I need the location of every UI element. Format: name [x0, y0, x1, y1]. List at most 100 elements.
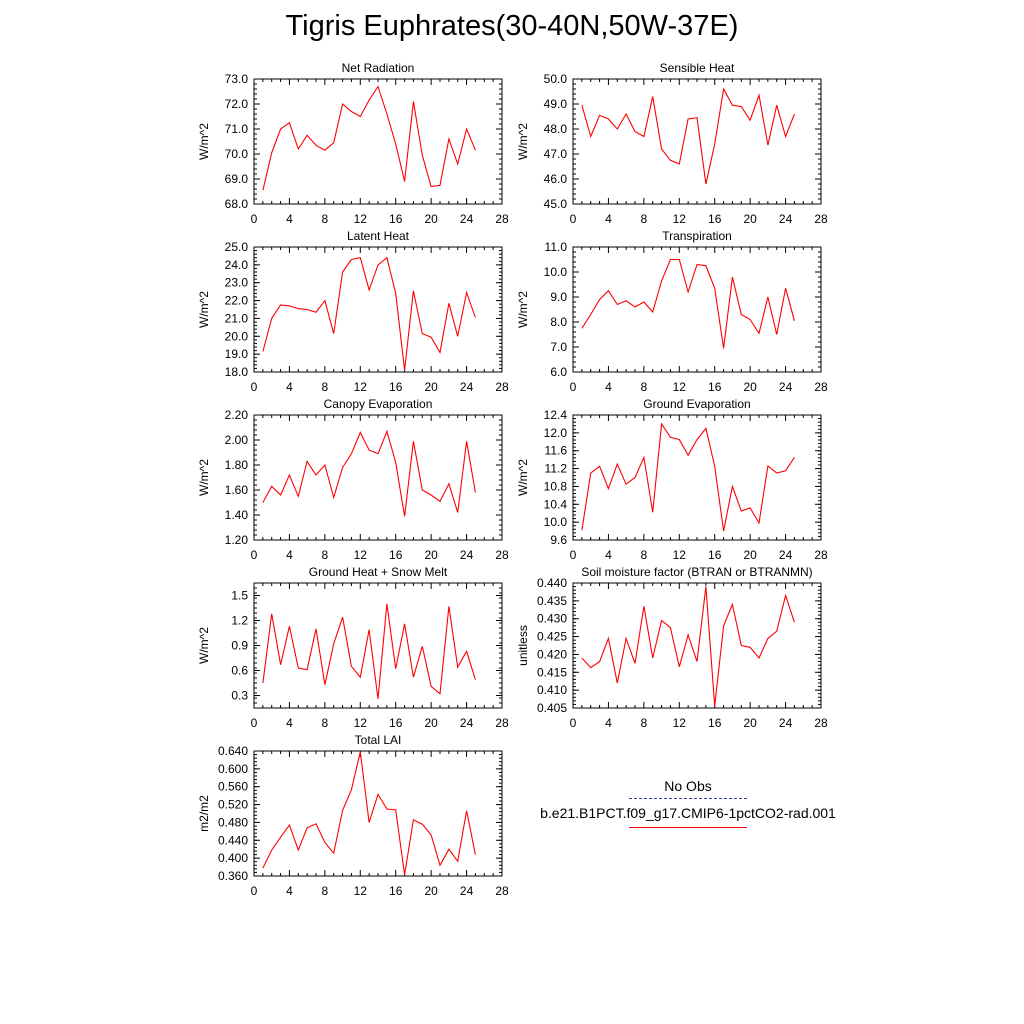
x-tick-label: 12: [673, 380, 687, 394]
y-tick-label: 47.0: [544, 147, 568, 161]
y-tick-label: 18.0: [225, 365, 249, 379]
y-tick-label: 0.480: [218, 815, 248, 829]
x-tick-label: 28: [495, 380, 509, 394]
y-tick-label: 0.520: [218, 798, 248, 812]
x-tick-label: 8: [322, 716, 329, 730]
y-tick-label: 1.80: [225, 458, 249, 472]
y-tick-label: 0.440: [537, 576, 567, 590]
x-tick-label: 12: [673, 716, 687, 730]
y-tick-label: 0.600: [218, 762, 248, 776]
chart-panel: Ground Evaporation W/m^2 0 4 8 12 16 20 24 28 9.6 1…: [516, 397, 828, 562]
y-tick-label: 0.420: [537, 647, 567, 661]
series-line: [262, 429, 476, 517]
y-tick-label: 45.0: [544, 197, 568, 211]
y-tick-label: 0.435: [537, 594, 567, 608]
plot-frame: [253, 750, 503, 877]
y-tick-label: 11.0: [545, 240, 568, 254]
x-tick-label: 0: [251, 548, 258, 562]
x-tick-label: 12: [673, 548, 687, 562]
x-tick-label: 12: [354, 548, 368, 562]
y-tick-label: 21.0: [225, 311, 249, 325]
x-tick-label: 20: [743, 380, 757, 394]
y-tick-label: 1.40: [225, 508, 249, 522]
x-tick-label: 16: [389, 212, 403, 226]
x-tick-label: 0: [251, 884, 258, 898]
series-line: [262, 256, 476, 371]
panel-title: Transpiration: [662, 229, 732, 243]
y-tick-label: 1.2: [231, 614, 248, 628]
panel-title: Canopy Evaporation: [324, 397, 433, 411]
x-tick-label: 16: [389, 716, 403, 730]
y-tick-label: 0.9: [231, 639, 248, 653]
page-title: Tigris Euphrates(30-40N,50W-37E): [285, 10, 739, 42]
x-tick-label: 8: [641, 548, 648, 562]
x-tick-label: 20: [424, 884, 438, 898]
y-tick-label: 12.4: [544, 408, 568, 422]
x-tick-label: 12: [354, 884, 368, 898]
y-axis-label: m2/m2: [197, 795, 211, 832]
y-tick-label: 1.60: [225, 483, 249, 497]
series-line: [581, 258, 795, 349]
x-tick-label: 0: [570, 548, 577, 562]
y-axis-label: W/m^2: [197, 459, 211, 496]
x-tick-label: 16: [708, 212, 722, 226]
panel-title: Total LAI: [355, 733, 402, 747]
chart-panel: Sensible Heat W/m^2 0 4 8 12 16 20 24 28 45.0 46.0 4…: [516, 61, 828, 226]
y-axis-label: W/m^2: [197, 627, 211, 664]
panel-title: Ground Heat + Snow Melt: [309, 565, 448, 579]
x-tick-label: 20: [743, 212, 757, 226]
chart-panel: Total LAI m2/m2 0 4 8 12 16 20 24 28 0.360 0.400 0.4…: [197, 733, 509, 898]
x-tick-label: 4: [286, 212, 293, 226]
y-tick-label: 11.6: [545, 444, 568, 458]
y-axis-label: W/m^2: [516, 123, 530, 160]
x-tick-label: 12: [673, 212, 687, 226]
y-tick-label: 0.3: [231, 689, 248, 703]
y-tick-label: 72.0: [225, 97, 249, 111]
panel-title: Soil moisture factor (BTRAN or BTRANMN): [581, 565, 812, 579]
x-tick-label: 24: [779, 548, 793, 562]
y-tick-label: 8.0: [550, 315, 567, 329]
y-tick-label: 0.410: [537, 683, 567, 697]
panel-title: Sensible Heat: [660, 61, 735, 75]
x-tick-label: 0: [570, 380, 577, 394]
y-tick-label: 0.440: [218, 833, 248, 847]
y-axis-label: W/m^2: [197, 123, 211, 160]
legend-case-line: [629, 827, 747, 830]
x-tick-label: 16: [708, 380, 722, 394]
x-tick-label: 8: [322, 212, 329, 226]
series-line: [262, 603, 476, 699]
y-tick-label: 1.5: [231, 589, 248, 603]
x-tick-label: 16: [389, 380, 403, 394]
y-tick-label: 0.400: [218, 851, 248, 865]
y-tick-label: 0.560: [218, 780, 248, 794]
y-tick-label: 19.0: [225, 347, 249, 361]
chart-panel: Transpiration W/m^2 0 4 8 12 16 20 24 28 6.0 7.0 8.0…: [516, 229, 828, 394]
x-tick-label: 4: [605, 548, 612, 562]
chart-panel: Canopy Evaporation W/m^2 0 4 8 12 16 20 24 28 1.20…: [197, 397, 509, 562]
x-tick-label: 8: [641, 212, 648, 226]
x-tick-label: 0: [570, 716, 577, 730]
y-tick-label: 0.6: [231, 664, 248, 678]
x-tick-label: 28: [495, 212, 509, 226]
y-tick-label: 2.20: [225, 408, 249, 422]
x-tick-label: 4: [605, 380, 612, 394]
y-tick-label: 48.0: [544, 122, 568, 136]
y-tick-label: 11.2: [545, 462, 568, 476]
x-tick-label: 12: [354, 212, 368, 226]
x-tick-label: 28: [814, 212, 828, 226]
x-tick-label: 24: [460, 716, 474, 730]
chart-panel: Ground Heat + Snow Melt W/m^2 0 4 8 12 16 20 24 2…: [197, 565, 509, 730]
x-tick-label: 28: [814, 380, 828, 394]
plot-frame: [253, 78, 503, 205]
x-tick-label: 4: [286, 380, 293, 394]
y-tick-label: 10.0: [544, 515, 568, 529]
x-tick-label: 12: [354, 380, 368, 394]
x-tick-label: 20: [424, 716, 438, 730]
y-tick-label: 69.0: [225, 172, 249, 186]
y-tick-label: 7.0: [550, 340, 567, 354]
x-tick-label: 0: [570, 212, 577, 226]
x-tick-label: 20: [743, 716, 757, 730]
y-tick-label: 20.0: [225, 329, 249, 343]
x-tick-label: 4: [605, 716, 612, 730]
x-tick-label: 12: [354, 716, 368, 730]
